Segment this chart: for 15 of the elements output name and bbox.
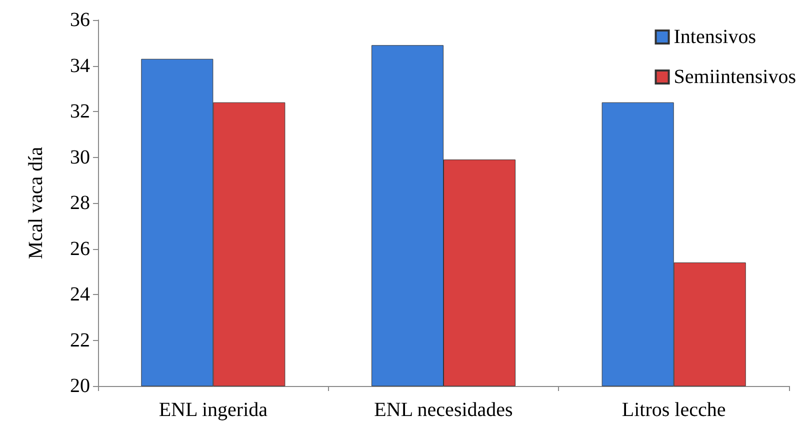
y-tick-label: 28: [70, 192, 90, 214]
y-axis-title: Mcal vaca día: [25, 146, 47, 260]
y-tick-label: 32: [70, 100, 90, 122]
y-tick-label: 30: [70, 146, 90, 168]
y-tick-label: 36: [70, 9, 90, 31]
x-tick-label: ENL necesidades: [374, 399, 514, 421]
y-tick-label: 20: [70, 375, 90, 397]
legend-label: Semiintensivos: [674, 66, 796, 88]
legend-label: Intensivos: [674, 26, 756, 48]
x-tick-label: ENL ingerida: [158, 399, 268, 421]
y-tick-label: 22: [70, 329, 90, 352]
y-tick-label: 24: [70, 284, 90, 306]
y-tick-label: 26: [70, 238, 90, 260]
y-tick-label: 34: [70, 54, 90, 77]
x-tick-label: Litros lecche: [622, 399, 726, 421]
